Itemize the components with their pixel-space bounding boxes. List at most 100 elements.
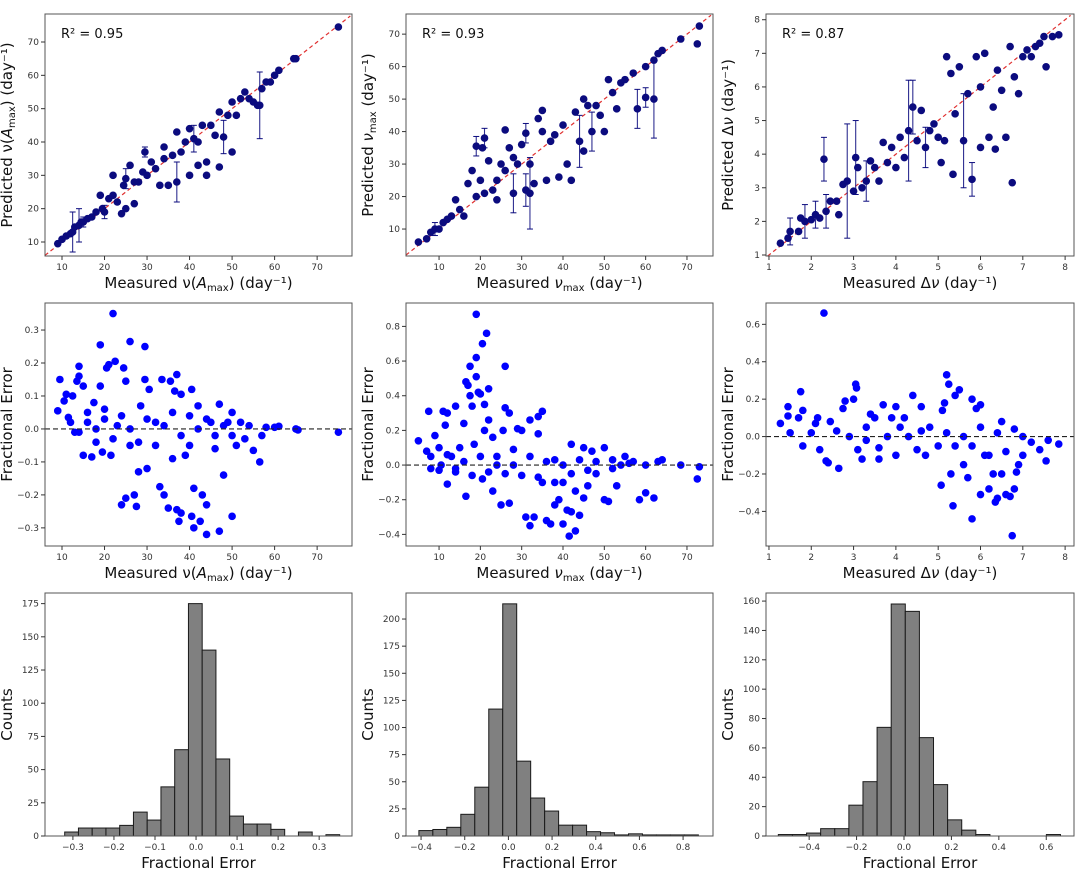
y-tick-label: 1 xyxy=(754,251,760,261)
y-tick-label: 0.1 xyxy=(25,392,39,402)
data-point xyxy=(834,210,843,219)
data-point xyxy=(517,140,526,149)
plot-area xyxy=(777,603,1061,836)
data-point xyxy=(117,209,126,218)
x-tick-label: 60 xyxy=(269,263,281,273)
data-point xyxy=(202,530,211,539)
y-tick-label: 125 xyxy=(22,666,39,676)
data-point xyxy=(834,464,843,473)
data-point xyxy=(109,435,117,443)
y-axis-label: Counts xyxy=(719,688,737,741)
data-point xyxy=(571,487,580,495)
x-axis-label-post: ) (day⁻¹) xyxy=(229,274,293,292)
x-axis-label-pre: Measured ν( xyxy=(104,564,196,582)
histogram-bar xyxy=(600,832,616,836)
data-point xyxy=(584,101,592,110)
data-point xyxy=(451,464,460,473)
data-point xyxy=(567,440,576,449)
data-point xyxy=(219,421,228,430)
x-tick-label: 40 xyxy=(184,263,196,273)
data-point xyxy=(976,490,985,499)
data-point xyxy=(472,353,481,362)
y-tick-label: 40 xyxy=(28,138,40,148)
data-point xyxy=(1012,468,1021,476)
data-point xyxy=(1010,73,1019,81)
data-point xyxy=(484,416,493,424)
y-axis-label-sub: max xyxy=(7,106,18,128)
y-tick-label: 100 xyxy=(743,685,760,695)
data-point xyxy=(426,464,435,473)
data-point xyxy=(275,422,283,431)
data-point xyxy=(917,106,926,115)
data-point xyxy=(464,381,472,390)
data-point xyxy=(546,520,555,528)
y-axis-label-pre: Predicted Δ xyxy=(719,125,737,211)
x-tick-label: 50 xyxy=(599,263,611,273)
y-axis-label-pre: Fractional Error xyxy=(719,366,737,481)
data-point xyxy=(90,398,98,407)
data-point xyxy=(168,151,177,160)
data-point xyxy=(826,417,835,426)
y-axis-label-post: (day⁻¹) xyxy=(719,59,737,117)
data-point xyxy=(173,370,181,379)
data-point xyxy=(955,385,964,394)
y-axis-label: Predicted Δν (day⁻¹) xyxy=(719,59,737,211)
x-tick-label: 50 xyxy=(599,553,611,563)
data-point xyxy=(96,382,105,390)
x-axis-label-ital: ν xyxy=(931,274,939,292)
data-point xyxy=(641,93,650,102)
y-tick-label: −0.4 xyxy=(378,530,400,540)
data-point xyxy=(1002,447,1010,456)
data-point xyxy=(1002,133,1010,142)
data-point xyxy=(1035,39,1044,48)
data-point xyxy=(493,176,501,185)
data-point xyxy=(604,75,613,84)
data-point xyxy=(194,402,202,410)
data-point xyxy=(676,35,685,43)
data-point xyxy=(241,435,249,443)
data-point xyxy=(177,509,185,517)
data-point xyxy=(559,520,567,528)
data-point xyxy=(132,502,141,511)
data-point xyxy=(255,101,264,110)
data-point xyxy=(550,478,559,487)
data-point xyxy=(215,527,224,535)
x-tick-label: 30 xyxy=(516,553,528,563)
data-point xyxy=(100,415,109,423)
data-point xyxy=(194,161,202,170)
data-point xyxy=(571,527,580,535)
histogram-bar xyxy=(215,758,231,836)
x-axis-label-pre: Measured ν( xyxy=(104,274,196,292)
data-point xyxy=(215,108,224,116)
data-point xyxy=(522,129,530,138)
x-axis-label-pre: Measured Δ xyxy=(843,274,932,292)
data-point xyxy=(136,402,145,410)
data-point xyxy=(468,402,476,410)
x-tick-label: 0.1 xyxy=(230,843,244,853)
data-point xyxy=(522,513,530,521)
data-point xyxy=(443,480,452,488)
y-tick-label: 30 xyxy=(28,171,40,181)
y-tick-label: 25 xyxy=(389,805,400,815)
data-point xyxy=(559,121,567,129)
x-axis-label-ital: ν xyxy=(554,564,562,582)
data-point xyxy=(130,199,139,208)
data-point xyxy=(799,442,807,450)
data-point xyxy=(862,177,871,185)
y-tick-label: 125 xyxy=(383,696,400,706)
data-point xyxy=(530,179,538,188)
x-tick-label: −0.2 xyxy=(846,843,868,853)
data-point xyxy=(633,105,642,113)
x-tick-label: 2 xyxy=(808,553,814,563)
x-tick-label: −0.2 xyxy=(103,843,125,853)
data-point xyxy=(198,121,207,130)
y-tick-label: 175 xyxy=(383,642,400,652)
y-tick-label: 160 xyxy=(743,597,760,607)
data-point xyxy=(109,309,117,318)
data-point xyxy=(550,456,559,464)
data-point xyxy=(121,494,130,502)
histogram-bar xyxy=(201,649,217,836)
x-axis-label: Measured νmax (day⁻¹) xyxy=(476,274,642,294)
y-tick-label: 10 xyxy=(28,238,40,248)
